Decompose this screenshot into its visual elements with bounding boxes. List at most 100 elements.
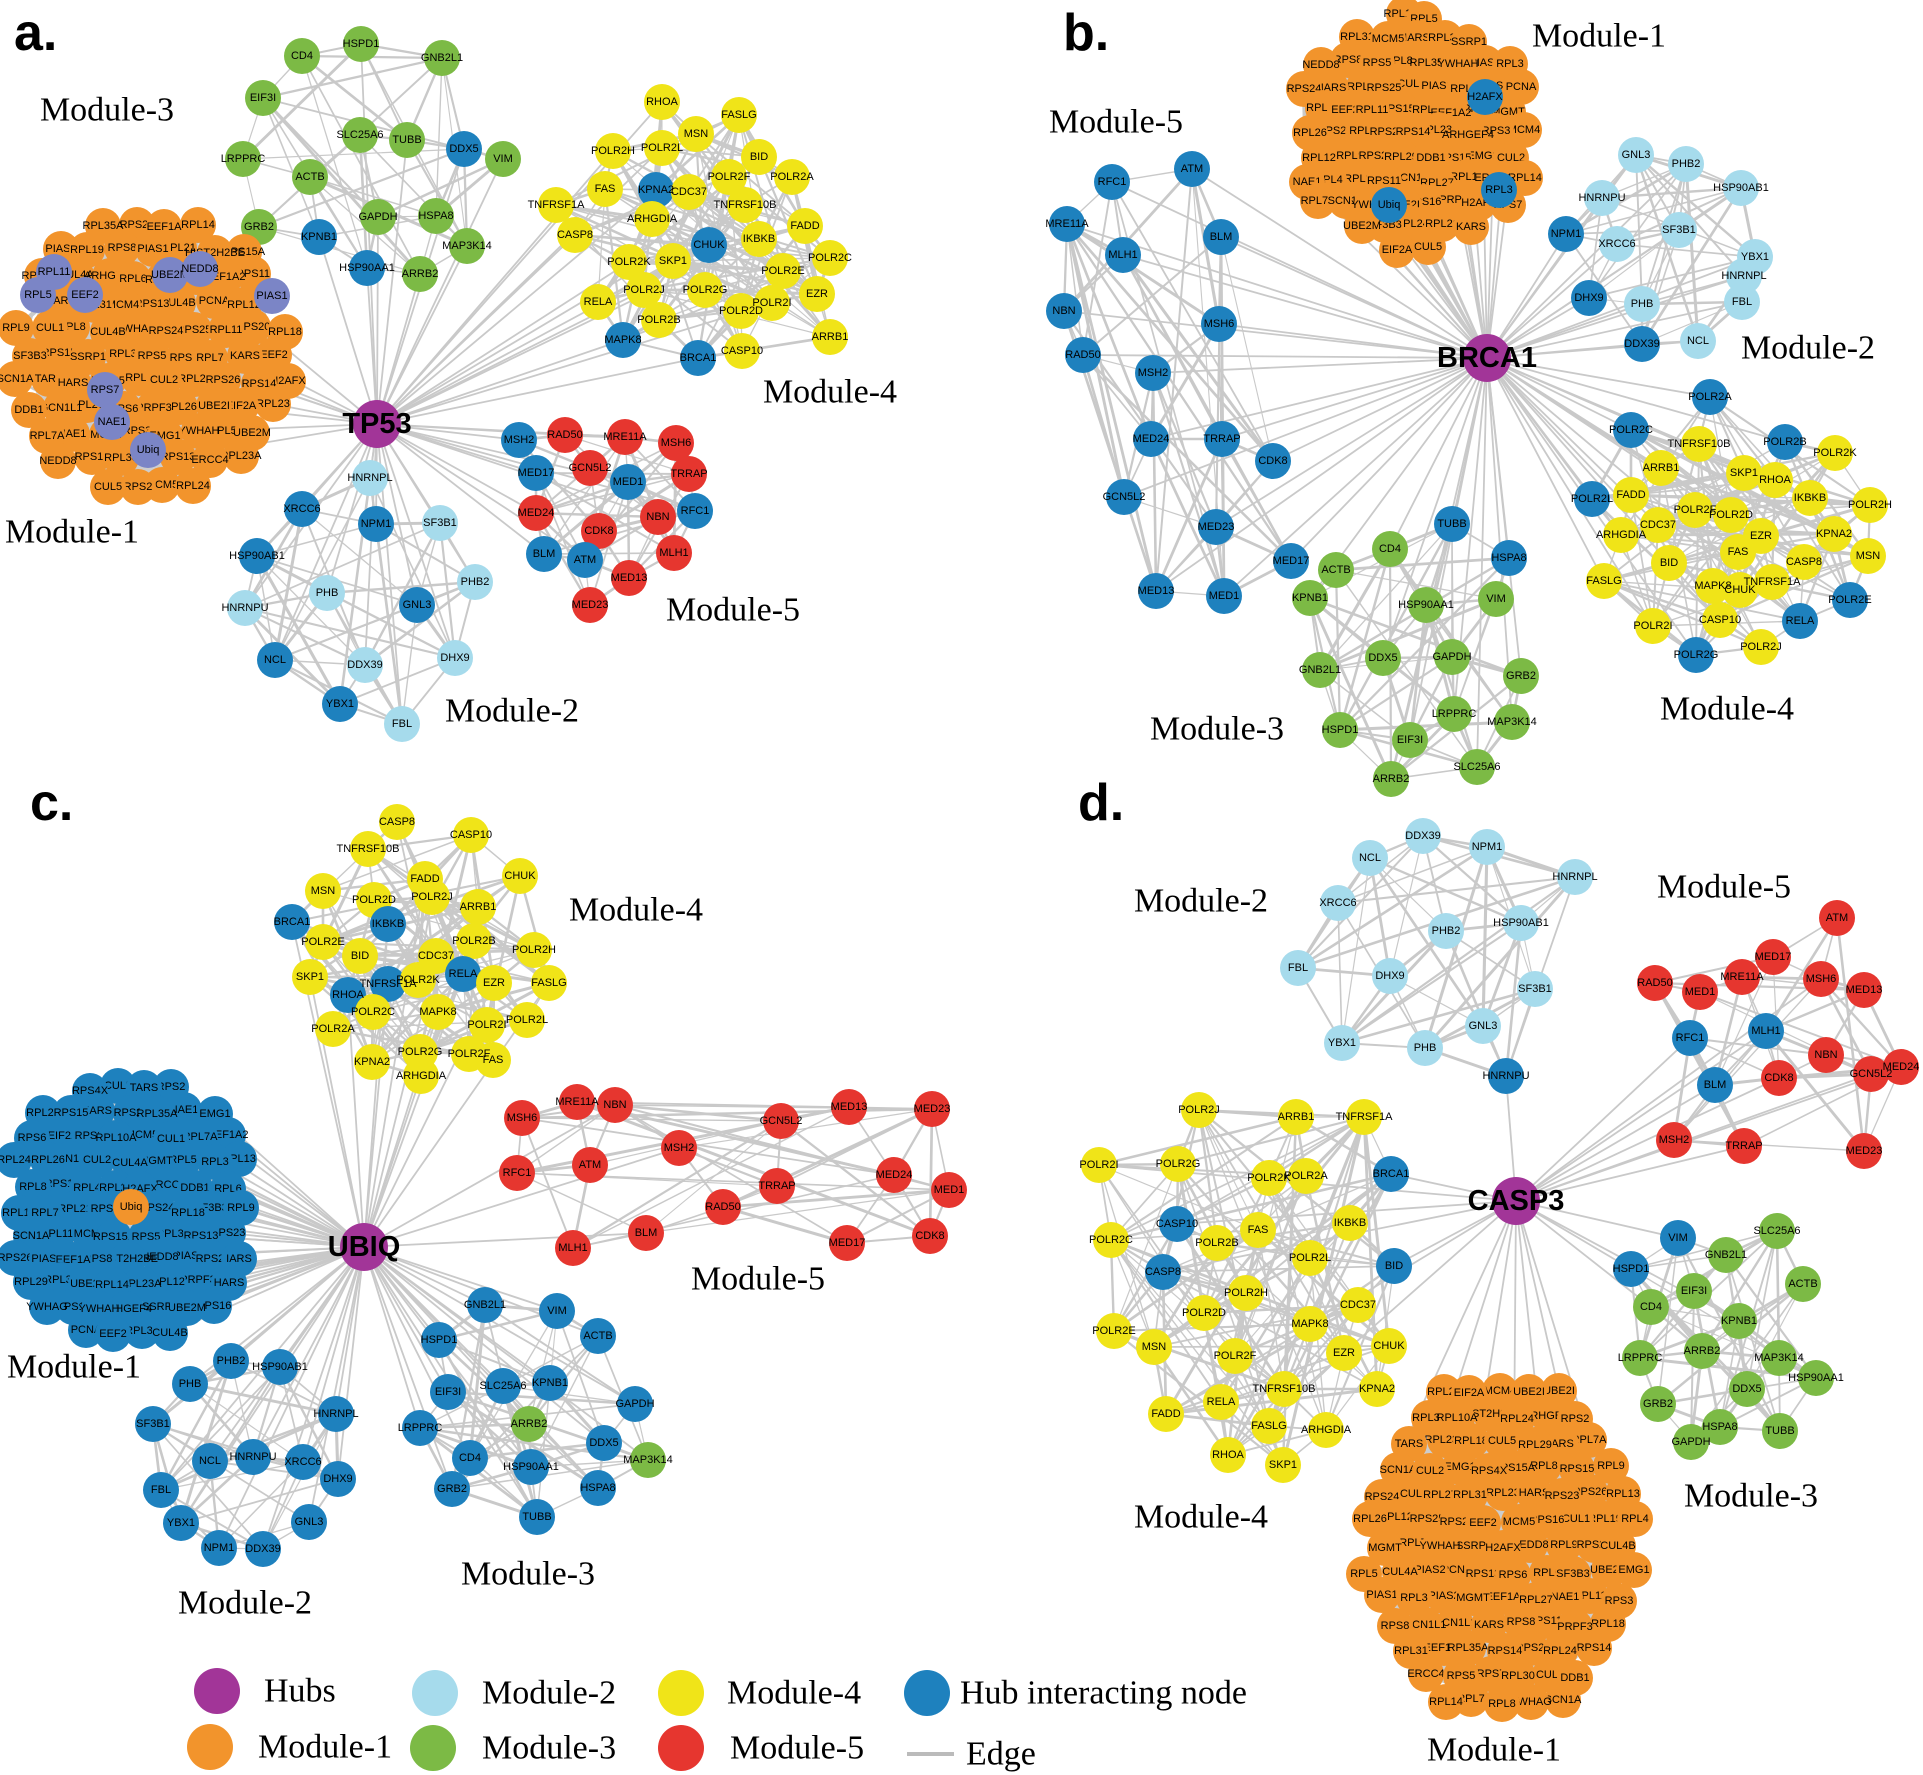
svg-text:PIAS1: PIAS1 [1366,1589,1397,1601]
svg-text:RPL18: RPL18 [268,326,302,338]
svg-text:YWHAG: YWHAG [1510,1696,1552,1708]
svg-text:RPS3: RPS3 [1482,125,1511,137]
svg-text:RFC1: RFC1 [1098,176,1127,188]
svg-text:TUBB: TUBB [392,134,421,146]
svg-text:MED17: MED17 [1273,555,1310,567]
svg-text:Module-4: Module-4 [569,892,703,929]
svg-text:MSH2: MSH2 [504,434,535,446]
svg-text:SF3B1: SF3B1 [1662,224,1696,236]
svg-text:SCN1A: SCN1A [1545,1694,1582,1706]
svg-text:d.: d. [1078,774,1124,832]
svg-text:POLR2L: POLR2L [641,142,683,154]
svg-text:Module-1: Module-1 [1427,1732,1561,1769]
svg-text:CUL1: CUL1 [36,322,64,334]
svg-text:Module-2: Module-2 [1134,883,1268,920]
svg-text:DDX5: DDX5 [449,143,478,155]
svg-text:RPS26: RPS26 [0,1252,32,1264]
svg-text:KARS: KARS [82,1105,112,1117]
svg-text:MAP3K14: MAP3K14 [1754,1352,1804,1364]
svg-text:UBE2M: UBE2M [151,269,189,281]
svg-text:RPL35A: RPL35A [137,1108,179,1120]
svg-text:DDB1: DDB1 [14,404,43,416]
svg-text:KPNA2: KPNA2 [1816,528,1852,540]
svg-text:GCN1L1: GCN1L1 [1404,1619,1447,1631]
svg-text:TRRAP: TRRAP [1725,1140,1762,1152]
svg-text:MED24: MED24 [1883,1061,1920,1073]
svg-text:TRRAP: TRRAP [670,468,707,480]
svg-text:CUL2: CUL2 [1416,1465,1444,1477]
svg-text:MED1: MED1 [934,1184,965,1196]
svg-text:DHX9: DHX9 [323,1473,352,1485]
svg-text:BRCA1: BRCA1 [1437,342,1537,374]
svg-text:RPS2: RPS2 [1561,1413,1590,1425]
svg-text:GNB2L1: GNB2L1 [1299,664,1341,676]
svg-text:PIAS2: PIAS2 [45,243,76,255]
svg-text:NCL: NCL [1359,852,1381,864]
svg-text:MSN: MSN [1856,550,1881,562]
svg-text:PCNA: PCNA [199,295,230,307]
svg-text:GCN1L1: GCN1L1 [1434,1617,1477,1629]
svg-text:CD4: CD4 [459,1452,481,1464]
svg-text:POLR2K: POLR2K [607,256,651,268]
svg-text:MED24: MED24 [876,1169,913,1181]
svg-text:Module-4: Module-4 [727,1675,861,1712]
svg-text:PRPF3: PRPF3 [1557,1621,1592,1633]
svg-text:TNFRSF10B: TNFRSF10B [714,199,777,211]
svg-text:NPM1: NPM1 [1472,841,1503,853]
svg-text:NBN: NBN [603,1099,626,1111]
svg-text:HNRNPU: HNRNPU [221,602,268,614]
svg-text:POLR2C: POLR2C [808,252,852,264]
svg-text:IARS: IARS [1404,32,1430,44]
svg-text:ARHGEF4: ARHGEF4 [1442,129,1494,141]
svg-text:SKP1: SKP1 [1730,467,1758,479]
svg-text:RPL35: RPL35 [125,1325,159,1337]
svg-text:POLR2E: POLR2E [761,265,804,277]
svg-text:Ubiq: Ubiq [1378,199,1401,211]
svg-text:CDK8: CDK8 [915,1230,944,1242]
svg-text:POLR2G: POLR2G [398,1046,443,1058]
svg-text:MAP3K14: MAP3K14 [623,1454,673,1466]
svg-text:CHUK: CHUK [504,870,536,882]
svg-text:ARRB2: ARRB2 [402,268,439,280]
svg-text:ACTB: ACTB [583,1330,612,1342]
svg-text:KPNA2: KPNA2 [638,184,674,196]
svg-text:UBE2M: UBE2M [233,427,271,439]
svg-text:RPL12: RPL12 [151,1276,185,1288]
svg-text:POLR2B: POLR2B [1195,1237,1238,1249]
svg-text:CUL4B: CUL4B [152,1327,187,1339]
svg-text:MGMT: MGMT [1456,1592,1490,1604]
svg-text:DDB1: DDB1 [1416,152,1445,164]
svg-text:POLR2I: POLR2I [1633,620,1672,632]
svg-text:HSPD1: HSPD1 [1613,1263,1650,1275]
svg-text:POLR2C: POLR2C [351,1006,395,1018]
svg-text:POLR2K: POLR2K [396,974,440,986]
svg-text:RPL7A: RPL7A [183,1131,219,1143]
svg-text:Hub interacting node: Hub interacting node [960,1675,1247,1712]
svg-text:RPS11: RPS11 [1367,175,1401,187]
svg-text:RPL26: RPL26 [31,1154,65,1166]
svg-text:RPS5: RPS5 [1447,1670,1476,1682]
svg-text:TNFRSF1A: TNFRSF1A [1744,576,1802,588]
svg-text:EZR: EZR [483,977,505,989]
svg-text:RPS14: RPS14 [1488,1645,1523,1657]
svg-text:HARS: HARS [58,377,89,389]
svg-text:Ubiq: Ubiq [120,1201,143,1213]
svg-text:MED23: MED23 [572,599,609,611]
svg-text:EIF2A: EIF2A [1454,1387,1485,1399]
svg-text:FBL: FBL [1732,296,1752,308]
svg-text:CDC37: CDC37 [671,186,707,198]
svg-text:SCN1A: SCN1A [13,1230,50,1242]
svg-text:LRPPRC: LRPPRC [221,153,266,165]
svg-text:RPL4: RPL4 [1621,1513,1649,1525]
svg-text:MLH1: MLH1 [1108,249,1137,261]
svg-text:SSRP1: SSRP1 [142,1301,178,1313]
svg-text:NEDD8: NEDD8 [141,1251,178,1263]
svg-text:HSP90AB1: HSP90AB1 [1713,182,1769,194]
svg-text:CDC37: CDC37 [1640,519,1676,531]
svg-text:H2AFX: H2AFX [270,375,306,387]
svg-text:HNRNPL: HNRNPL [1721,270,1766,282]
svg-text:XRCC6: XRCC6 [284,1456,321,1468]
svg-text:EEF1A: EEF1A [1486,1591,1522,1603]
svg-text:MAPK8: MAPK8 [1694,580,1731,592]
svg-text:MAP3K14: MAP3K14 [1487,716,1537,728]
